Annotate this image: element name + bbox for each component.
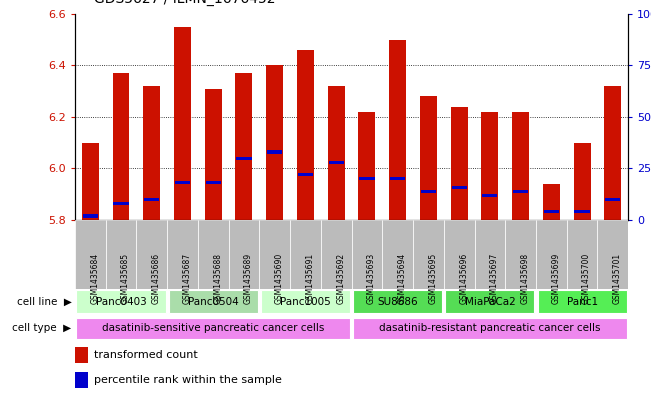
- FancyBboxPatch shape: [445, 290, 534, 313]
- Bar: [327, 86, 344, 220]
- Bar: [113, 73, 130, 220]
- Text: dasatinib-sensitive pancreatic cancer cells: dasatinib-sensitive pancreatic cancer ce…: [102, 323, 324, 333]
- Bar: [512, 112, 529, 220]
- Text: GSM1435692: GSM1435692: [336, 252, 345, 304]
- Bar: [513, 190, 528, 193]
- Text: GSM1435691: GSM1435691: [305, 252, 314, 304]
- Text: GSM1435698: GSM1435698: [521, 252, 530, 304]
- Bar: [444, 220, 475, 289]
- Bar: [75, 347, 88, 364]
- Text: GSM1435685: GSM1435685: [121, 252, 130, 304]
- Bar: [229, 220, 259, 289]
- Bar: [359, 177, 374, 180]
- Text: cell line  ▶: cell line ▶: [17, 297, 72, 307]
- Bar: [83, 215, 98, 217]
- Text: percentile rank within the sample: percentile rank within the sample: [94, 375, 283, 385]
- FancyBboxPatch shape: [538, 290, 627, 313]
- Text: GSM1435694: GSM1435694: [398, 252, 407, 304]
- Bar: [236, 73, 253, 220]
- Text: GDS5627 / ILMN_1676452: GDS5627 / ILMN_1676452: [94, 0, 276, 6]
- Bar: [266, 65, 283, 220]
- FancyBboxPatch shape: [261, 290, 350, 313]
- Text: GSM1435688: GSM1435688: [214, 252, 222, 303]
- Text: GSM1435687: GSM1435687: [182, 252, 191, 304]
- Bar: [259, 220, 290, 289]
- Bar: [475, 220, 505, 289]
- Bar: [144, 198, 159, 201]
- Bar: [321, 220, 352, 289]
- Bar: [298, 173, 313, 176]
- Text: GSM1435697: GSM1435697: [490, 252, 499, 304]
- Bar: [206, 182, 221, 184]
- Bar: [113, 202, 129, 205]
- Bar: [450, 107, 467, 220]
- Text: transformed count: transformed count: [94, 350, 198, 360]
- Bar: [604, 86, 621, 220]
- Bar: [598, 220, 628, 289]
- Bar: [143, 86, 160, 220]
- Text: Panc1005: Panc1005: [280, 297, 331, 307]
- Text: dasatinib-resistant pancreatic cancer cells: dasatinib-resistant pancreatic cancer ce…: [379, 323, 601, 333]
- Bar: [174, 27, 191, 220]
- FancyBboxPatch shape: [76, 290, 165, 313]
- FancyBboxPatch shape: [169, 290, 258, 313]
- Text: GSM1435696: GSM1435696: [459, 252, 468, 304]
- FancyBboxPatch shape: [76, 318, 350, 339]
- Text: Panc0403: Panc0403: [96, 297, 146, 307]
- FancyBboxPatch shape: [353, 290, 442, 313]
- Bar: [297, 50, 314, 220]
- Bar: [205, 88, 221, 220]
- Bar: [421, 190, 436, 193]
- Text: GSM1435684: GSM1435684: [90, 252, 99, 304]
- Bar: [82, 143, 99, 220]
- Bar: [543, 184, 560, 220]
- Text: GSM1435695: GSM1435695: [428, 252, 437, 304]
- Bar: [175, 182, 190, 184]
- Bar: [75, 371, 88, 388]
- Bar: [198, 220, 229, 289]
- Text: GSM1435700: GSM1435700: [582, 252, 591, 304]
- Text: GSM1435689: GSM1435689: [244, 252, 253, 304]
- Bar: [413, 220, 444, 289]
- Text: MiaPaCa2: MiaPaCa2: [465, 297, 515, 307]
- Bar: [136, 220, 167, 289]
- Bar: [359, 112, 376, 220]
- Bar: [574, 143, 590, 220]
- Text: Panc1: Panc1: [566, 297, 598, 307]
- Bar: [567, 220, 598, 289]
- Bar: [482, 112, 498, 220]
- Bar: [167, 220, 198, 289]
- Bar: [389, 40, 406, 220]
- Bar: [452, 185, 467, 189]
- Bar: [420, 96, 437, 220]
- Text: GSM1435690: GSM1435690: [275, 252, 284, 304]
- Text: GSM1435686: GSM1435686: [152, 252, 161, 304]
- Bar: [352, 220, 382, 289]
- Text: GSM1435699: GSM1435699: [551, 252, 561, 304]
- Bar: [267, 151, 283, 154]
- Bar: [505, 220, 536, 289]
- Text: GSM1435701: GSM1435701: [613, 252, 622, 304]
- Bar: [536, 220, 567, 289]
- Bar: [390, 177, 406, 180]
- Text: cell type  ▶: cell type ▶: [12, 323, 72, 333]
- Bar: [605, 198, 620, 201]
- Bar: [544, 210, 559, 213]
- Bar: [482, 194, 497, 197]
- Bar: [574, 210, 590, 213]
- FancyBboxPatch shape: [353, 318, 627, 339]
- Bar: [329, 161, 344, 164]
- Text: GSM1435693: GSM1435693: [367, 252, 376, 304]
- Bar: [236, 157, 251, 160]
- Bar: [105, 220, 136, 289]
- Text: SU8686: SU8686: [378, 297, 418, 307]
- Bar: [75, 220, 105, 289]
- Bar: [382, 220, 413, 289]
- Text: Panc0504: Panc0504: [188, 297, 238, 307]
- Bar: [290, 220, 321, 289]
